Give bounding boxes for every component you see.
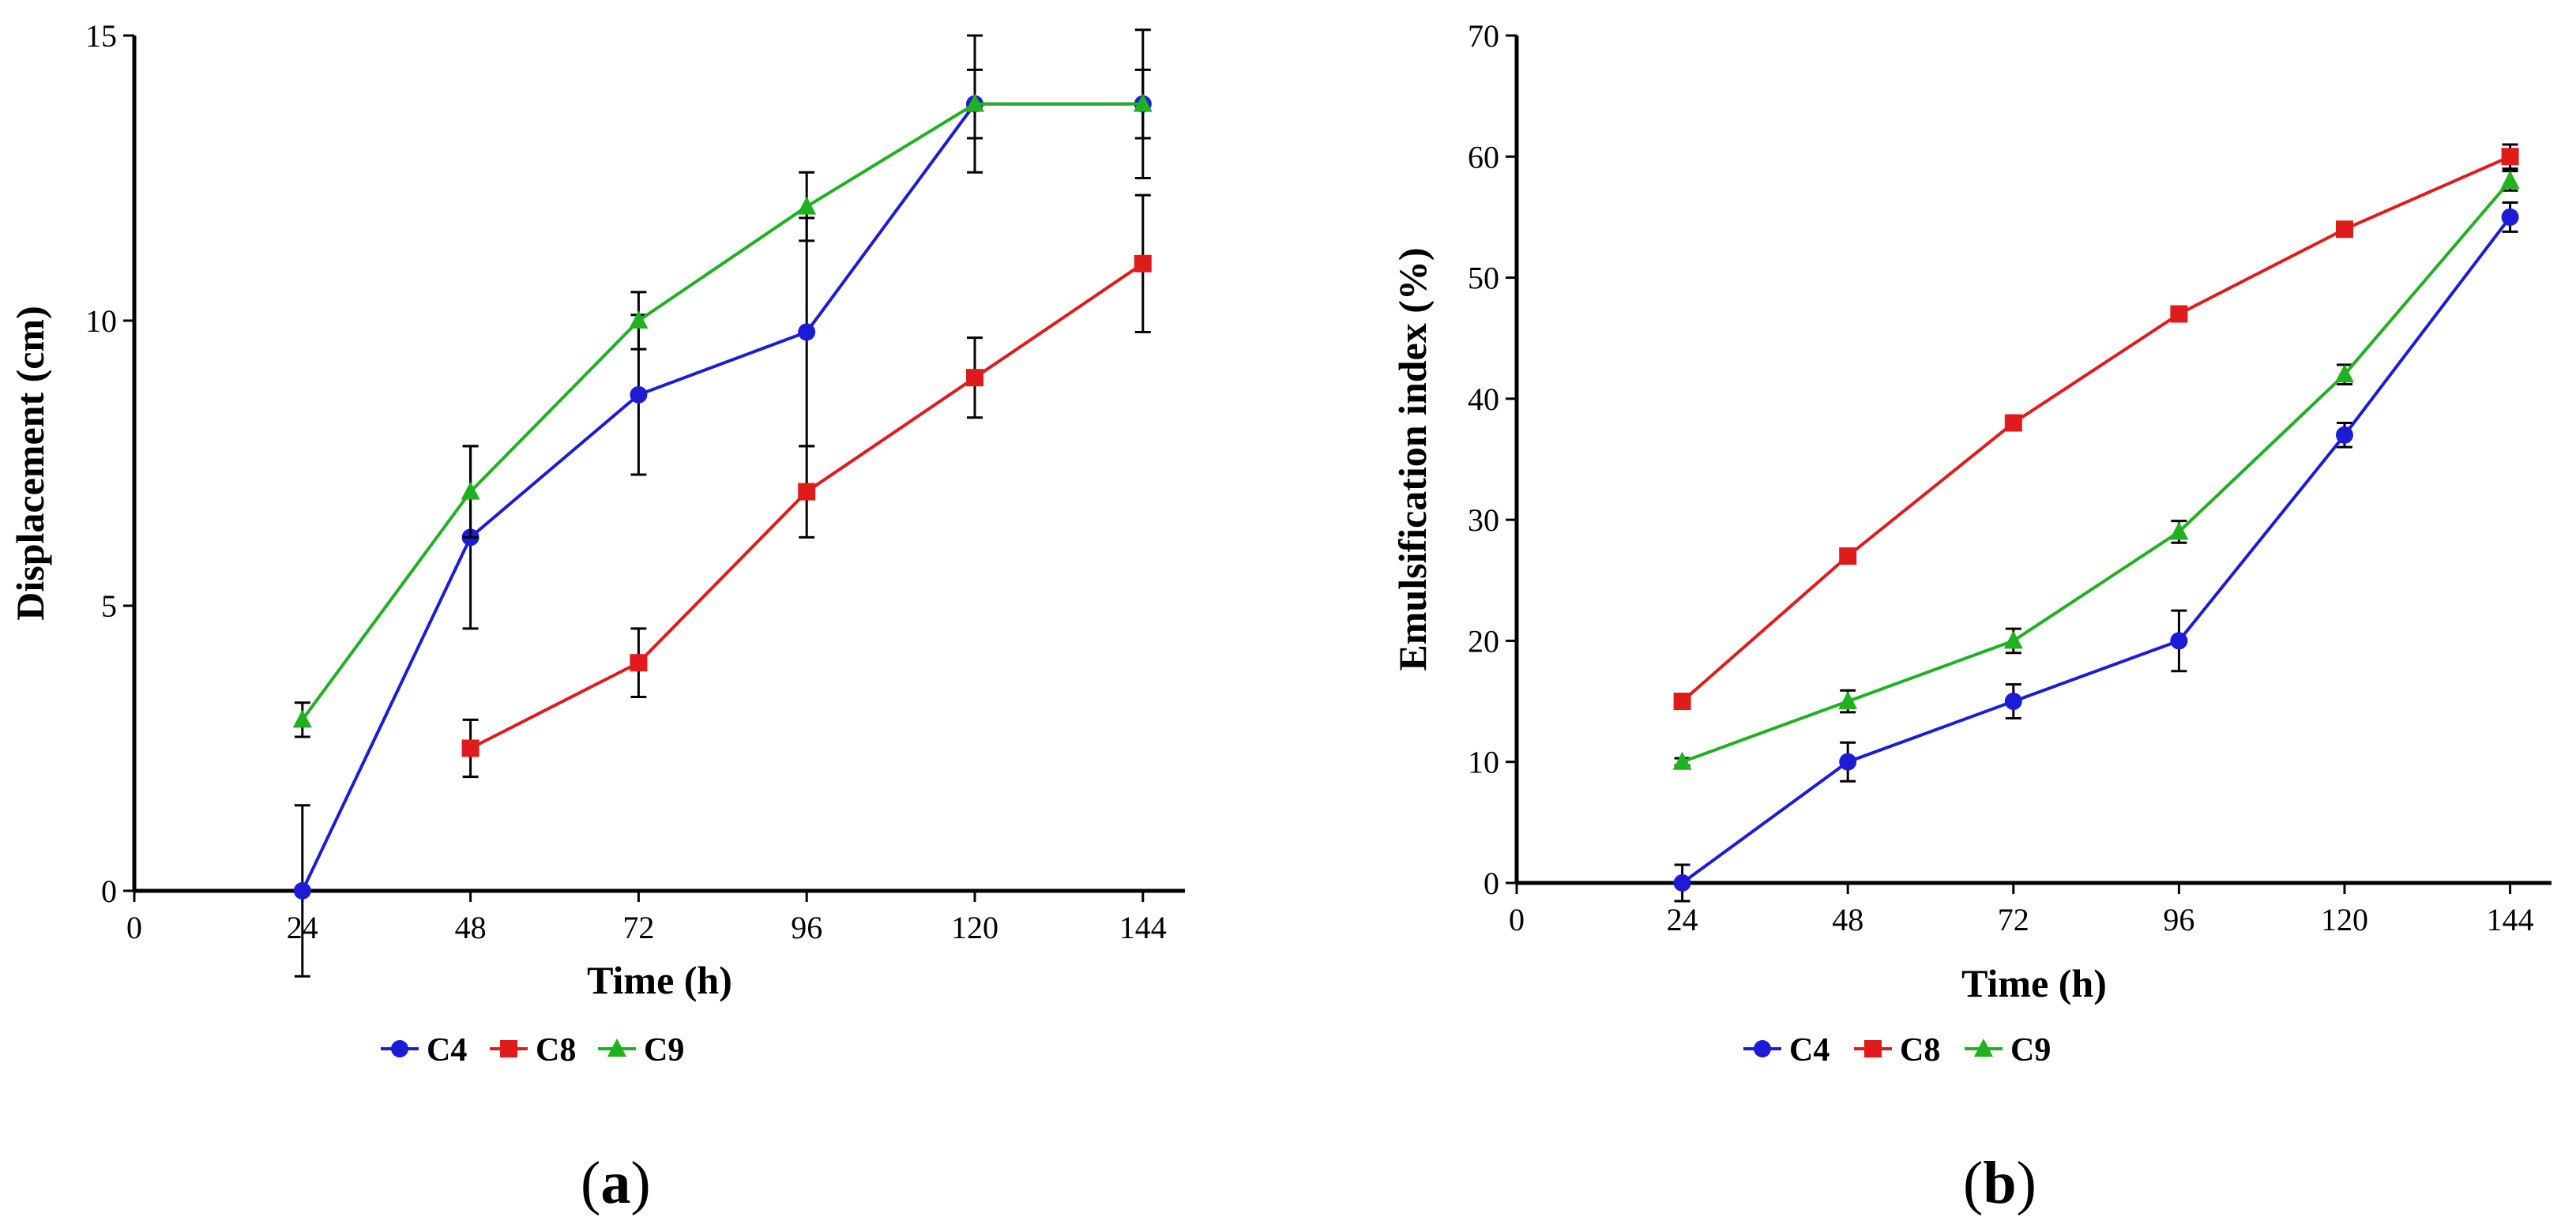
series-line xyxy=(1681,155,2511,703)
y-tick-label: 5 xyxy=(101,588,117,624)
data-point xyxy=(1134,254,1152,272)
data-point xyxy=(293,882,311,900)
y-tick-label: 20 xyxy=(1468,623,1499,659)
data-point xyxy=(2335,364,2354,383)
data-point xyxy=(965,93,984,112)
data-point xyxy=(1839,547,1857,565)
legend-marker xyxy=(1974,1039,1993,1057)
legend-item-C8: C8 xyxy=(490,1032,576,1069)
data-point xyxy=(2004,414,2022,432)
y-tick-label: 70 xyxy=(1468,18,1499,54)
data-point xyxy=(2170,632,2188,650)
data-point xyxy=(2169,521,2189,540)
legend-item-C4: C4 xyxy=(1743,1032,1830,1069)
series-line xyxy=(301,102,1143,721)
series-line xyxy=(300,102,1143,892)
legend-label: C4 xyxy=(1789,1032,1830,1069)
y-tick-label: 50 xyxy=(1468,261,1499,296)
legend-label: C8 xyxy=(536,1032,576,1069)
legend-label: C8 xyxy=(1900,1032,1940,1069)
data-point xyxy=(630,654,648,672)
x-tick-label: 96 xyxy=(2163,902,2194,937)
legend-item-C8: C8 xyxy=(1854,1032,1940,1069)
legend-marker xyxy=(500,1040,517,1057)
x-tick-label: 0 xyxy=(1509,902,1525,937)
y-tick-label: 15 xyxy=(85,18,117,54)
legend-marker xyxy=(607,1039,626,1057)
panel-label-a: (a) xyxy=(581,1150,651,1216)
series-C4 xyxy=(293,68,1152,978)
x-tick-label: 72 xyxy=(622,910,654,945)
y-tick-label: 0 xyxy=(101,873,117,909)
x-tick-label: 24 xyxy=(1667,902,1698,937)
data-point xyxy=(2170,305,2188,323)
y-tick-label: 60 xyxy=(1468,139,1499,175)
data-point xyxy=(630,385,648,404)
data-point xyxy=(292,709,312,728)
data-point xyxy=(2336,426,2353,444)
data-point xyxy=(798,483,816,501)
data-point xyxy=(1839,753,1857,771)
x-tick-label: 120 xyxy=(2321,902,2368,937)
legend-item-C9: C9 xyxy=(1965,1032,2051,1069)
y-axis-label: Displacement (cm) xyxy=(8,306,52,621)
x-tick-label: 0 xyxy=(126,910,142,945)
data-point xyxy=(2501,208,2519,226)
x-axis-label: Time (h) xyxy=(587,958,732,1002)
legend-label: C9 xyxy=(2010,1032,2051,1069)
panel-label-b: (b) xyxy=(1963,1150,2036,1216)
legend-item-C9: C9 xyxy=(598,1032,684,1069)
legend-item-C4: C4 xyxy=(381,1032,467,1069)
x-tick-label: 48 xyxy=(1832,902,1863,937)
data-point xyxy=(1838,691,1858,710)
legend-label: C9 xyxy=(644,1032,684,1069)
series-line xyxy=(1681,216,2512,885)
data-point xyxy=(797,196,817,215)
data-point xyxy=(798,323,816,341)
x-tick-label: 120 xyxy=(951,910,998,945)
data-point xyxy=(2004,693,2022,711)
data-point xyxy=(1133,93,1153,112)
legend-marker xyxy=(1864,1040,1882,1057)
series-C8 xyxy=(1673,143,2519,711)
series-line xyxy=(1681,179,2512,764)
data-point xyxy=(461,739,479,757)
data-point xyxy=(2500,170,2520,189)
y-tick-label: 10 xyxy=(85,303,117,339)
data-point xyxy=(2003,630,2023,649)
x-tick-label: 144 xyxy=(1119,910,1167,945)
series-C9 xyxy=(292,28,1153,738)
x-axis-label: Time (h) xyxy=(1961,961,2107,1005)
x-tick-label: 72 xyxy=(1998,902,2029,937)
legend-marker xyxy=(391,1040,408,1057)
legend-marker xyxy=(1754,1040,1771,1057)
y-tick-label: 30 xyxy=(1468,502,1499,538)
x-tick-label: 96 xyxy=(791,910,822,945)
series-C4 xyxy=(1673,201,2519,903)
x-tick-label: 48 xyxy=(455,910,487,945)
data-point xyxy=(461,481,480,500)
series-C9 xyxy=(1672,170,2520,770)
y-tick-label: 0 xyxy=(1484,866,1499,901)
legend-label: C4 xyxy=(427,1032,467,1069)
series-C8 xyxy=(461,193,1152,779)
data-point xyxy=(1672,751,1692,770)
data-point xyxy=(1673,693,1691,711)
data-point xyxy=(2501,148,2519,166)
data-point xyxy=(966,369,983,387)
y-tick-label: 10 xyxy=(1468,745,1499,780)
data-point xyxy=(629,310,649,329)
data-point xyxy=(1673,874,1691,892)
y-axis-label: Emulsification index (%) xyxy=(1390,247,1435,670)
x-tick-label: 144 xyxy=(2487,902,2534,937)
chart-panel-b: 0 24 48 72 96 120 144 0 10 20 30 40 50 60 70 Time (h) Em… xyxy=(1390,18,2552,1069)
y-tick-label: 40 xyxy=(1468,381,1499,417)
data-point xyxy=(2336,220,2353,239)
